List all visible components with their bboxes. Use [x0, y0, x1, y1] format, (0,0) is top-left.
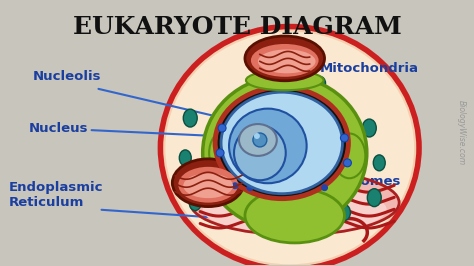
Ellipse shape	[314, 76, 326, 90]
Ellipse shape	[189, 195, 201, 211]
Ellipse shape	[203, 76, 367, 230]
Ellipse shape	[203, 186, 387, 234]
Text: EUKARYOTE DIAGRAM: EUKARYOTE DIAGRAM	[73, 15, 401, 39]
Circle shape	[340, 134, 348, 142]
Text: Nucleus: Nucleus	[29, 122, 89, 135]
Text: Endoplasmic
Reticulum: Endoplasmic Reticulum	[9, 181, 104, 209]
Ellipse shape	[245, 36, 325, 81]
Ellipse shape	[362, 119, 376, 137]
Ellipse shape	[160, 27, 419, 266]
Ellipse shape	[246, 70, 324, 90]
Ellipse shape	[234, 126, 286, 180]
Ellipse shape	[183, 173, 233, 198]
Ellipse shape	[190, 170, 399, 235]
Ellipse shape	[178, 167, 238, 203]
Ellipse shape	[165, 32, 414, 264]
Text: Nucleolis: Nucleolis	[33, 70, 101, 83]
Ellipse shape	[338, 205, 350, 221]
Ellipse shape	[239, 124, 277, 156]
Ellipse shape	[334, 134, 365, 178]
Circle shape	[246, 184, 254, 191]
Circle shape	[321, 184, 328, 191]
Text: BiologyWise.com: BiologyWise.com	[456, 101, 465, 165]
Circle shape	[253, 133, 267, 147]
Circle shape	[216, 149, 224, 157]
Circle shape	[296, 186, 303, 193]
Ellipse shape	[173, 159, 244, 207]
Ellipse shape	[209, 131, 241, 175]
Text: Ribosomes: Ribosomes	[319, 175, 401, 188]
Text: Mitochondria: Mitochondria	[319, 62, 419, 75]
Ellipse shape	[251, 44, 319, 77]
Ellipse shape	[229, 109, 307, 183]
Circle shape	[266, 187, 273, 194]
Ellipse shape	[374, 155, 385, 171]
Circle shape	[344, 159, 351, 167]
Circle shape	[231, 182, 238, 189]
Ellipse shape	[183, 109, 197, 127]
Ellipse shape	[221, 92, 342, 194]
Ellipse shape	[263, 70, 277, 86]
Circle shape	[254, 133, 260, 139]
Ellipse shape	[367, 189, 381, 207]
Ellipse shape	[218, 89, 346, 197]
Ellipse shape	[258, 49, 316, 73]
Ellipse shape	[179, 150, 191, 166]
Ellipse shape	[245, 188, 345, 243]
Circle shape	[218, 124, 226, 132]
